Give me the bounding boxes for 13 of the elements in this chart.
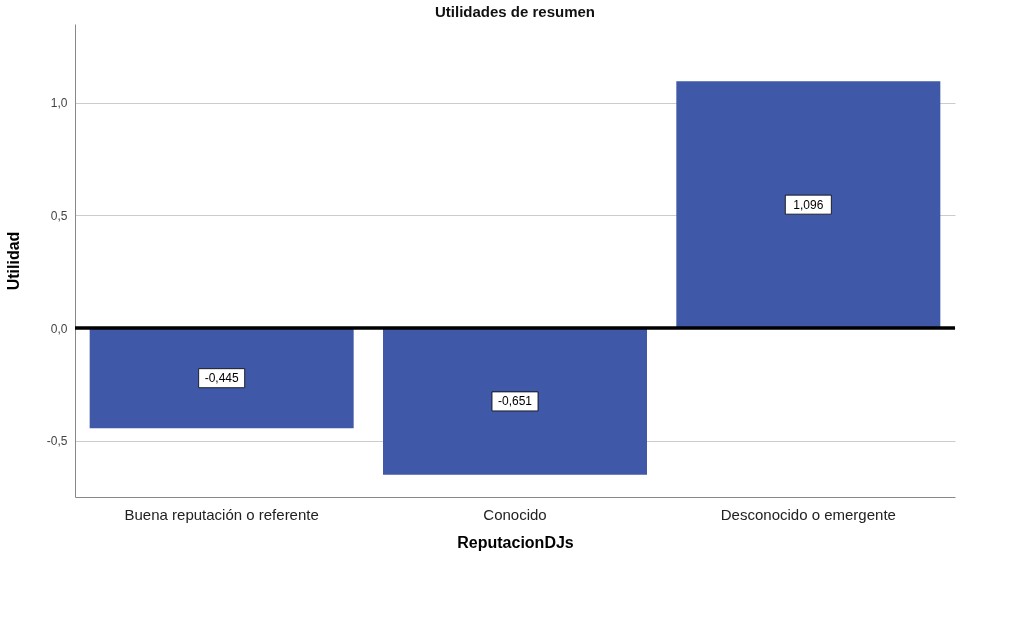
- data-label: -0,445: [204, 371, 239, 386]
- x-axis-title: ReputacionDJs: [457, 533, 574, 551]
- y-tick-label: 0,5: [50, 208, 68, 223]
- data-label: 1,096: [793, 197, 824, 212]
- x-tick-label: Conocido: [483, 505, 547, 523]
- x-tick-label: Desconocido o emergente: [720, 505, 896, 523]
- y-tick-label: 0,0: [50, 321, 68, 336]
- y-axis-title: Utilidad: [4, 231, 22, 291]
- chart-title: Utilidades de resumen: [434, 3, 596, 20]
- x-tick-label: Buena reputación o referente: [124, 505, 319, 523]
- y-tick-label: 1,0: [50, 96, 68, 111]
- y-tick-label: -0,5: [46, 434, 68, 449]
- data-label: -0,651: [497, 394, 533, 409]
